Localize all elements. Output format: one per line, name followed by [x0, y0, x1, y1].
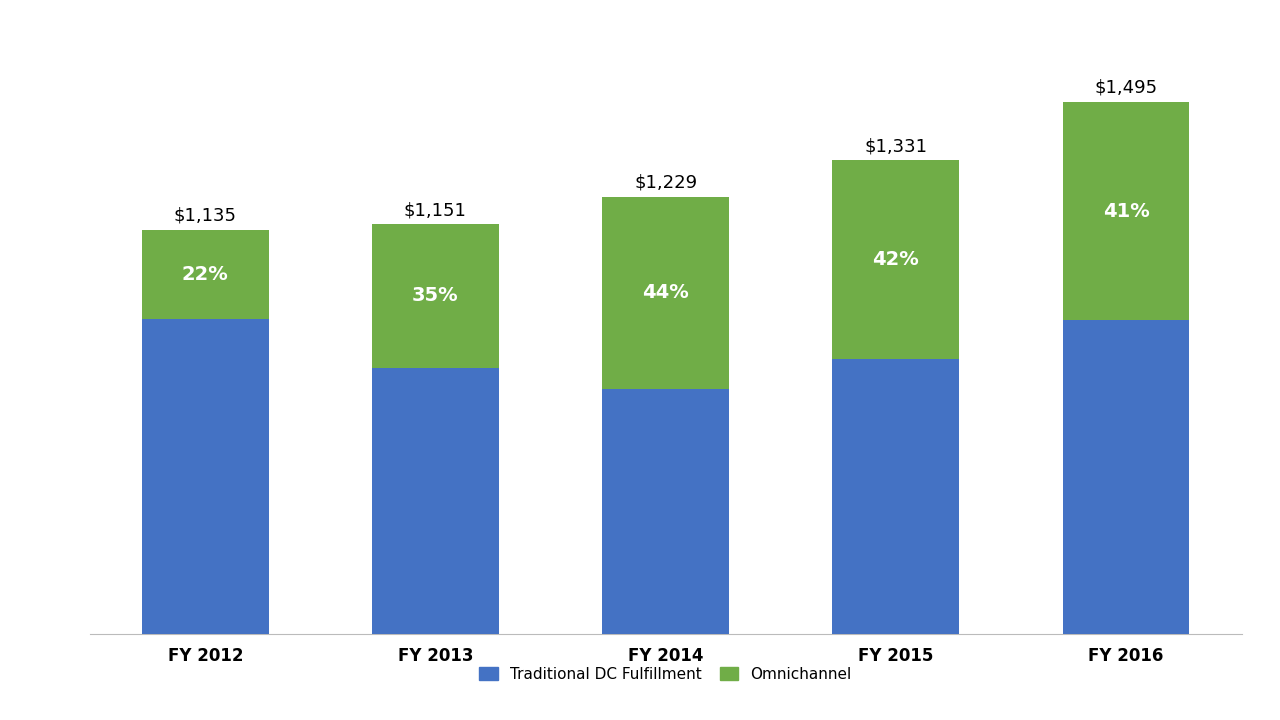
Text: $1,151: $1,151	[404, 201, 467, 219]
Text: 22%: 22%	[182, 265, 229, 284]
Text: $1,495: $1,495	[1094, 78, 1157, 96]
Bar	[372, 368, 499, 634]
Text: 35%: 35%	[412, 287, 458, 305]
Text: 42%: 42%	[873, 251, 919, 269]
Bar	[832, 359, 959, 634]
Text: 41%: 41%	[1102, 202, 1149, 220]
Bar	[832, 161, 959, 359]
Text: $1,331: $1,331	[864, 137, 927, 155]
Bar	[142, 230, 269, 319]
Bar	[142, 319, 269, 634]
Bar	[603, 197, 728, 389]
Text: $1,135: $1,135	[174, 207, 237, 225]
Text: $1,229: $1,229	[634, 174, 698, 192]
Bar	[1062, 102, 1189, 320]
Bar	[372, 225, 499, 368]
Text: 44%: 44%	[643, 283, 689, 302]
Legend: Traditional DC Fulfillment, Omnichannel: Traditional DC Fulfillment, Omnichannel	[472, 659, 859, 689]
Bar	[603, 389, 728, 634]
Bar	[1062, 320, 1189, 634]
